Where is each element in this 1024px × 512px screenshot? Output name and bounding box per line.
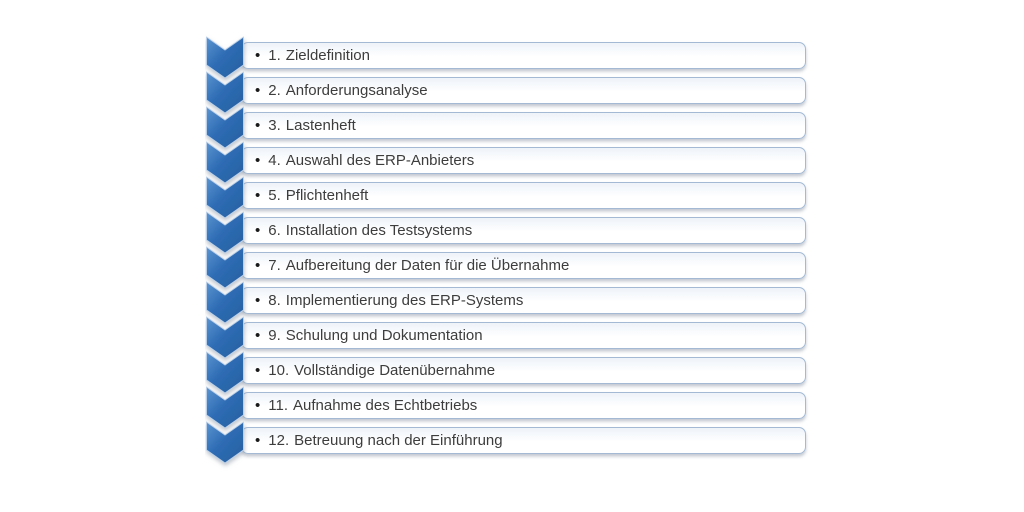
bullet-icon: • bbox=[255, 117, 261, 134]
step-label: Aufnahme des Echtbetriebs bbox=[293, 397, 478, 414]
process-step-box: • 5. Pflichtenheft bbox=[241, 182, 806, 209]
chevron-arrow bbox=[206, 316, 244, 359]
chevron-arrow bbox=[206, 211, 244, 254]
step-label: Lastenheft bbox=[285, 117, 356, 134]
chevron-arrow-column bbox=[206, 36, 244, 464]
bullet-icon: • bbox=[255, 187, 261, 204]
step-number: 1. bbox=[268, 47, 281, 64]
chevron-arrow bbox=[206, 421, 244, 464]
chevron-arrow bbox=[206, 176, 244, 219]
chevron-arrow bbox=[206, 246, 244, 289]
chevron-arrow bbox=[206, 36, 244, 79]
process-step-text: • 11. Aufnahme des Echtbetriebs bbox=[255, 398, 477, 413]
bullet-icon: • bbox=[255, 257, 261, 274]
process-step-text: • 5. Pflichtenheft bbox=[255, 188, 368, 203]
chevron-arrow bbox=[206, 106, 244, 149]
step-label: Betreuung nach der Einführung bbox=[294, 432, 503, 449]
bullet-icon: • bbox=[255, 82, 261, 99]
process-step-box: • 3. Lastenheft bbox=[241, 112, 806, 139]
step-number: 2. bbox=[268, 82, 281, 99]
process-step-text: • 12. Betreuung nach der Einführung bbox=[255, 433, 503, 448]
step-label: Auswahl des ERP-Anbieters bbox=[285, 152, 475, 169]
process-step-box: • 11. Aufnahme des Echtbetriebs bbox=[241, 392, 806, 419]
process-step-box: • 6. Installation des Testsystems bbox=[241, 217, 806, 244]
process-step-text: • 1. Zieldefinition bbox=[255, 48, 370, 63]
chevron-arrow bbox=[206, 141, 244, 184]
bullet-icon: • bbox=[255, 432, 261, 449]
step-label: Implementierung des ERP-Systems bbox=[285, 292, 524, 309]
step-number: 3. bbox=[268, 117, 281, 134]
process-step-box: • 10. Vollständige Datenübernahme bbox=[241, 357, 806, 384]
step-label: Installation des Testsystems bbox=[285, 222, 473, 239]
bullet-icon: • bbox=[255, 362, 261, 379]
process-step-text: • 2. Anforderungsanalyse bbox=[255, 83, 428, 98]
step-label: Zieldefinition bbox=[285, 47, 370, 64]
process-step-text: • 6. Installation des Testsystems bbox=[255, 223, 472, 238]
step-number: 7. bbox=[268, 257, 281, 274]
step-number: 12. bbox=[268, 432, 290, 449]
step-number: 4. bbox=[268, 152, 281, 169]
process-step-text: • 7. Aufbereitung der Daten für die Über… bbox=[255, 258, 569, 273]
process-step-text: • 9. Schulung und Dokumentation bbox=[255, 328, 483, 343]
process-step-box: • 7. Aufbereitung der Daten für die Über… bbox=[241, 252, 806, 279]
step-number: 6. bbox=[268, 222, 281, 239]
process-step-text: • 3. Lastenheft bbox=[255, 118, 356, 133]
process-step-text: • 10. Vollständige Datenübernahme bbox=[255, 363, 495, 378]
chevron-arrow bbox=[206, 281, 244, 324]
process-step-box: • 12. Betreuung nach der Einführung bbox=[241, 427, 806, 454]
chevron-arrow bbox=[206, 71, 244, 114]
process-step-box: • 4. Auswahl des ERP-Anbieters bbox=[241, 147, 806, 174]
chevron-arrow bbox=[206, 351, 244, 394]
bullet-icon: • bbox=[255, 292, 261, 309]
step-number: 9. bbox=[268, 327, 281, 344]
chevron-arrow bbox=[206, 386, 244, 429]
step-number: 5. bbox=[268, 187, 281, 204]
step-number: 11. bbox=[268, 397, 289, 414]
process-step-text: • 4. Auswahl des ERP-Anbieters bbox=[255, 153, 474, 168]
bullet-icon: • bbox=[255, 222, 261, 239]
step-number: 8. bbox=[268, 292, 281, 309]
process-step-box: • 8. Implementierung des ERP-Systems bbox=[241, 287, 806, 314]
bullet-icon: • bbox=[255, 327, 261, 344]
bullet-icon: • bbox=[255, 47, 261, 64]
step-number: 10. bbox=[268, 362, 290, 379]
process-step-box: • 1. Zieldefinition bbox=[241, 42, 806, 69]
process-step-box: • 2. Anforderungsanalyse bbox=[241, 77, 806, 104]
bullet-icon: • bbox=[255, 152, 261, 169]
process-step-box: • 9. Schulung und Dokumentation bbox=[241, 322, 806, 349]
step-label: Pflichtenheft bbox=[285, 187, 369, 204]
step-label: Aufbereitung der Daten für die Übernahme bbox=[285, 257, 570, 274]
process-step-text: • 8. Implementierung des ERP-Systems bbox=[255, 293, 523, 308]
step-label: Anforderungsanalyse bbox=[285, 82, 428, 99]
step-label: Schulung und Dokumentation bbox=[285, 327, 483, 344]
step-label: Vollständige Datenübernahme bbox=[294, 362, 496, 379]
bullet-icon: • bbox=[255, 397, 261, 414]
